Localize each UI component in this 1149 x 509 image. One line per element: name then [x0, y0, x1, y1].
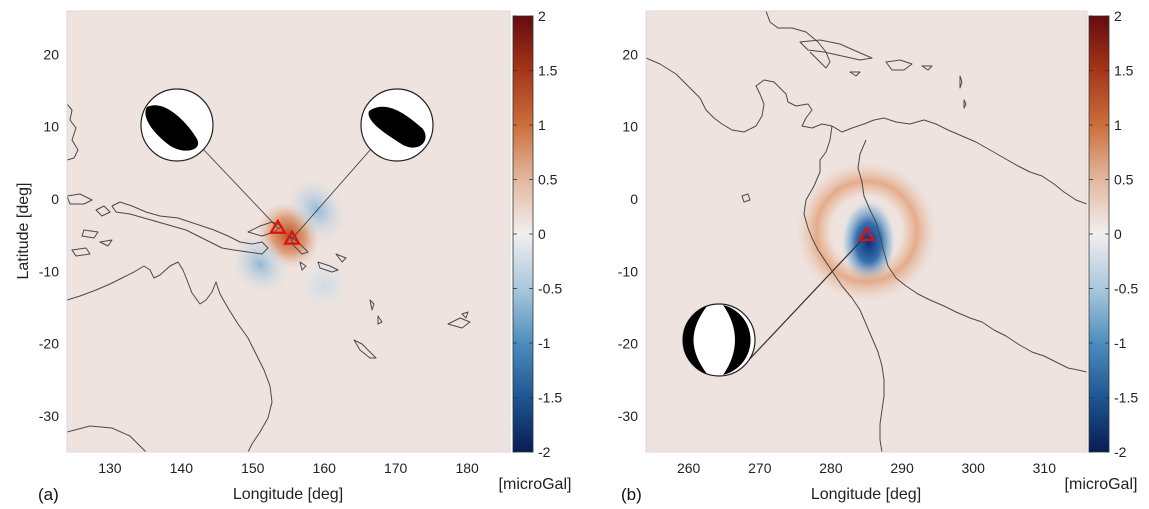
x-tick-label: 290: [890, 460, 914, 476]
x-tick-label: 140: [170, 460, 194, 476]
focal-mechanism: [682, 234, 867, 377]
y-tick-label: -20: [39, 336, 59, 352]
coastline-indonesia: [67, 193, 113, 257]
colorbar-tick-label: -2: [538, 444, 551, 460]
axis-ticks: 260 270 280 290 300 310 20 10 0 -10 -20 -30: [618, 46, 1056, 476]
x-tick-label: 280: [819, 460, 843, 476]
leader-line: [291, 148, 372, 239]
epicenter-marker: [268, 218, 287, 234]
negative-anomaly: [295, 258, 353, 314]
colorbar-tick-label: 2: [538, 8, 546, 24]
y-tick-label: 10: [622, 119, 638, 135]
positive-anomaly: [796, 161, 937, 302]
y-tick-label: 10: [43, 119, 59, 135]
gravity-anomaly-layer: [796, 161, 937, 302]
colorbar-tick-label: -1: [538, 335, 551, 351]
coastline-hispaniola: [849, 59, 933, 77]
colorbar-tick-label: -1.5: [1114, 390, 1138, 406]
coastline-cuba: [799, 39, 873, 61]
y-tick-label: -10: [39, 263, 59, 279]
colorbar-unit-label: [microGal]: [1065, 476, 1138, 493]
colorbar-tick-label: 1: [538, 117, 546, 133]
coastline-new-guinea: [111, 201, 269, 255]
colorbar-tick-label: -1: [1114, 335, 1127, 351]
panel-label: (a): [38, 485, 59, 504]
x-tick-label: 300: [962, 460, 986, 476]
coastline-vanuatu: [369, 299, 383, 325]
coastline-south: [67, 425, 147, 452]
colorbar-tick-label: 1.5: [1114, 63, 1134, 79]
colorbar-tick-label: -0.5: [538, 281, 562, 297]
epicenter-marker: [283, 229, 301, 245]
beachball-compressional-quadrant: [145, 105, 199, 151]
y-tick-label: 0: [51, 191, 59, 207]
y-tick-label: -30: [39, 408, 59, 424]
plot-frame: [66, 10, 511, 453]
y-tick-label: -10: [618, 263, 638, 279]
coastline-south-america: [803, 117, 1087, 452]
colorbar-tick-label: 1.5: [538, 63, 558, 79]
coastline-solomon: [299, 253, 347, 273]
coastline-philippines: [67, 103, 79, 161]
focal-mechanisms: [682, 234, 867, 377]
coastline-lesser-antilles: [959, 75, 967, 109]
colorbar-tick-label: 0: [1114, 226, 1122, 242]
epicenter-marker: [857, 225, 876, 242]
coastline-fiji: [447, 311, 471, 329]
y-axis-label: Latitude [deg]: [15, 183, 32, 280]
colorbar-tick-label: 1: [1114, 117, 1122, 133]
leader-line: [744, 234, 867, 365]
x-axis-label: Longitude [deg]: [811, 486, 921, 503]
leader-line: [202, 148, 279, 229]
y-tick-label: -20: [618, 336, 638, 352]
x-axis-label: Longitude [deg]: [233, 486, 343, 503]
plot-frame: [645, 10, 1088, 453]
coastline-florida: [765, 11, 831, 69]
x-tick-label: 150: [241, 460, 265, 476]
colorbar-tick-label: 0: [538, 226, 546, 242]
negative-anomaly: [231, 233, 289, 295]
x-tick-label: 170: [384, 460, 408, 476]
colorbar-tick-label: -2: [1114, 444, 1127, 460]
colorbar-tick-label: 0.5: [538, 172, 558, 188]
coastline-galapagos: [741, 193, 751, 203]
y-tick-label: 20: [43, 46, 59, 62]
focal-mechanism: [291, 88, 434, 239]
coastline-interior: [857, 139, 1087, 373]
x-tick-label: 160: [313, 460, 337, 476]
colorbar-tick-label: 2: [1114, 8, 1122, 24]
axis-ticks: 130 140 150 160 170 180 20 10 0 -10 -20 -30: [39, 46, 479, 476]
x-tick-label: 310: [1033, 460, 1057, 476]
panel-label: (b): [621, 485, 642, 504]
focal-mechanism: [140, 88, 279, 229]
y-tick-label: 20: [622, 46, 638, 62]
colorbar-tick-label: -0.5: [1114, 281, 1138, 297]
x-tick-label: 130: [98, 460, 122, 476]
coastline-new-caledonia: [353, 339, 377, 359]
beachball-compressional-quadrant: [682, 305, 751, 375]
coastline-australia: [67, 261, 273, 452]
coastline-gulf: [646, 57, 833, 133]
beachball-compressional-quadrant: [368, 106, 426, 148]
colorbar-tick-label: -1.5: [538, 390, 562, 406]
y-tick-label: -30: [618, 408, 638, 424]
coastlines: [646, 11, 1087, 452]
x-tick-label: 270: [748, 460, 772, 476]
colorbar-tick-label: 0.5: [1114, 172, 1134, 188]
epicenters: [268, 218, 301, 245]
focal-mechanisms: [140, 88, 434, 239]
colorbar-ticks: 2 1.5 1 0.5 0 -0.5 -1 -1.5 -2: [513, 8, 562, 460]
colorbar-ticks: 2 1.5 1 0.5 0 -0.5 -1 -1.5 -2: [1089, 8, 1138, 460]
x-tick-label: 180: [455, 460, 479, 476]
colorbar-unit-label: [microGal]: [499, 476, 572, 493]
y-tick-label: 0: [630, 191, 638, 207]
epicenters: [857, 225, 876, 242]
x-tick-label: 260: [677, 460, 701, 476]
